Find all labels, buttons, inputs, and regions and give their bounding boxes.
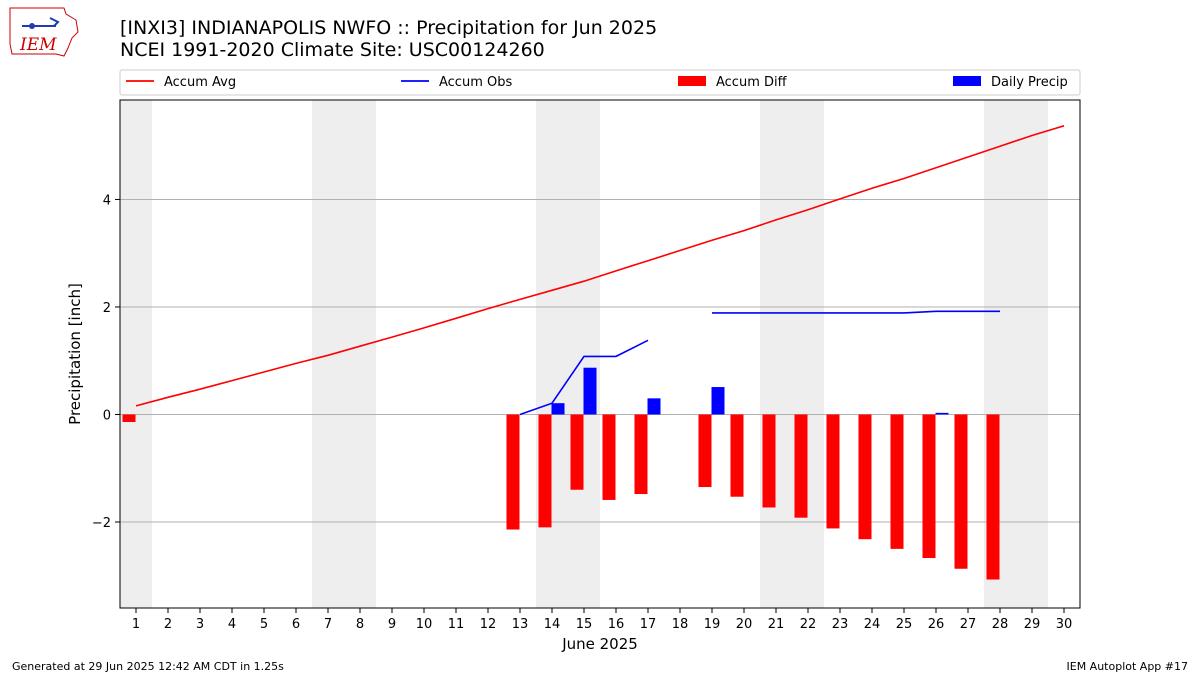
x-tick-label-14: 14: [544, 617, 561, 632]
x-tick-label-27: 27: [960, 617, 977, 632]
y-tick-label-3: 4: [103, 193, 111, 208]
x-tick-label-2: 2: [164, 617, 172, 632]
x-tick-label-28: 28: [992, 617, 1009, 632]
x-tick-label-26: 26: [928, 617, 945, 632]
weekend-shade-day-1: [120, 100, 152, 608]
x-tick-label-23: 23: [832, 617, 849, 632]
x-axis-label: June 2025: [561, 635, 638, 653]
weekend-shade-day-29: [1016, 100, 1048, 608]
accum-diff-bar-day-24: [858, 414, 872, 540]
chart-subtitle: NCEI 1991-2020 Climate Site: USC00124260: [120, 39, 545, 61]
x-tick-label-4: 4: [228, 617, 236, 632]
weekend-shading: [120, 100, 1048, 608]
accum-diff-bar-day-26: [922, 414, 936, 559]
accum-diff-bar-day-28: [986, 414, 1000, 580]
daily-precip-bar-day-19: [711, 387, 725, 415]
legend-swatch-accum-diff: [678, 76, 706, 86]
accum-avg-line-segment-0: [135, 125, 1065, 407]
generated-timestamp: Generated at 29 Jun 2025 12:42 AM CDT in…: [12, 660, 284, 673]
accum-diff-bar-day-17: [634, 414, 648, 495]
y-tick-label-0: −2: [92, 516, 111, 531]
lines: [135, 125, 1065, 416]
x-tick-label-7: 7: [324, 617, 332, 632]
daily-precip-bar-day-17: [647, 398, 661, 415]
accum-diff-bar-day-22: [794, 414, 808, 518]
legend-box: [119, 69, 1081, 96]
bars: [122, 367, 1000, 580]
accum-diff-bar-day-25: [890, 414, 904, 549]
x-tick-label-15: 15: [576, 617, 593, 632]
x-tick-label-5: 5: [260, 617, 268, 632]
x-tick-label-20: 20: [736, 617, 753, 632]
accum-diff-bar-day-13: [506, 414, 520, 530]
y-tick-label-2: 2: [103, 301, 111, 316]
x-tick-label-30: 30: [1056, 617, 1073, 632]
x-tick-label-8: 8: [356, 617, 364, 632]
legend-label-daily-precip: Daily Precip: [991, 75, 1068, 90]
x-tick-label-24: 24: [864, 617, 881, 632]
accum-diff-bar-day-19: [698, 414, 712, 488]
iem-logo: IEM: [9, 7, 79, 57]
x-tick-label-13: 13: [512, 617, 529, 632]
accum-diff-bar-day-21: [762, 414, 776, 508]
gridlines: [120, 198, 1080, 523]
legend-label-accum-obs: Accum Obs: [439, 75, 512, 90]
accum-diff-bar-day-15: [570, 414, 584, 490]
weekend-shade-day-22: [792, 100, 824, 608]
y-axis-label: Precipitation [inch]: [66, 283, 84, 425]
x-tick-label-3: 3: [196, 617, 204, 632]
accum-diff-bar-day-20: [730, 414, 744, 497]
accum-obs-line-segment-1: [712, 310, 1000, 314]
logo-text: IEM: [19, 35, 57, 55]
accum-obs-line-segment-0: [519, 339, 649, 416]
weekend-shade-day-7: [312, 100, 344, 608]
x-tick-label-6: 6: [292, 617, 300, 632]
iowa-outline-icon: [9, 7, 79, 57]
chart-title: [INXI3] INDIANAPOLIS NWFO :: Precipitati…: [120, 17, 658, 39]
legend-label-accum-avg: Accum Avg: [164, 75, 236, 90]
x-tick-label-25: 25: [896, 617, 913, 632]
wind-vane-icon: [22, 17, 60, 27]
accum-diff-bar-day-23: [826, 414, 840, 529]
x-tick-label-18: 18: [672, 617, 689, 632]
x-tick-label-29: 29: [1024, 617, 1041, 632]
x-tick-label-16: 16: [608, 617, 625, 632]
legend: Accum Avg Accum Obs Accum Diff Daily Precip: [119, 69, 1081, 96]
x-tick-label-17: 17: [640, 617, 657, 632]
x-tick-label-1: 1: [132, 617, 140, 632]
daily-precip-bar-day-15: [583, 367, 597, 415]
accum-diff-bar-day-14: [538, 414, 552, 528]
weekend-shade-day-8: [344, 100, 376, 608]
daily-precip-bar-day-26: [935, 412, 949, 415]
x-tick-label-22: 22: [800, 617, 817, 632]
x-tick-label-10: 10: [416, 617, 433, 632]
x-tick-label-19: 19: [704, 617, 721, 632]
daily-precip-bar-day-14: [551, 403, 565, 415]
plot-frame: [119, 99, 1081, 609]
x-tick-label-21: 21: [768, 617, 785, 632]
accum-diff-bar-day-27: [954, 414, 968, 569]
weekend-shade-day-14: [536, 100, 568, 608]
app-label: IEM Autoplot App #17: [1066, 660, 1189, 673]
x-tick-label-11: 11: [448, 617, 465, 632]
legend-label-accum-diff: Accum Diff: [716, 75, 788, 90]
legend-swatch-daily-precip: [953, 76, 981, 86]
weekend-shade-day-21: [760, 100, 792, 608]
x-tick-label-12: 12: [480, 617, 497, 632]
x-tick-label-9: 9: [388, 617, 396, 632]
weekend-shade-day-15: [568, 100, 600, 608]
accum-diff-bar-day-16: [602, 414, 616, 500]
accum-diff-bar-day-1: [122, 414, 136, 423]
y-tick-label-1: 0: [103, 408, 111, 423]
